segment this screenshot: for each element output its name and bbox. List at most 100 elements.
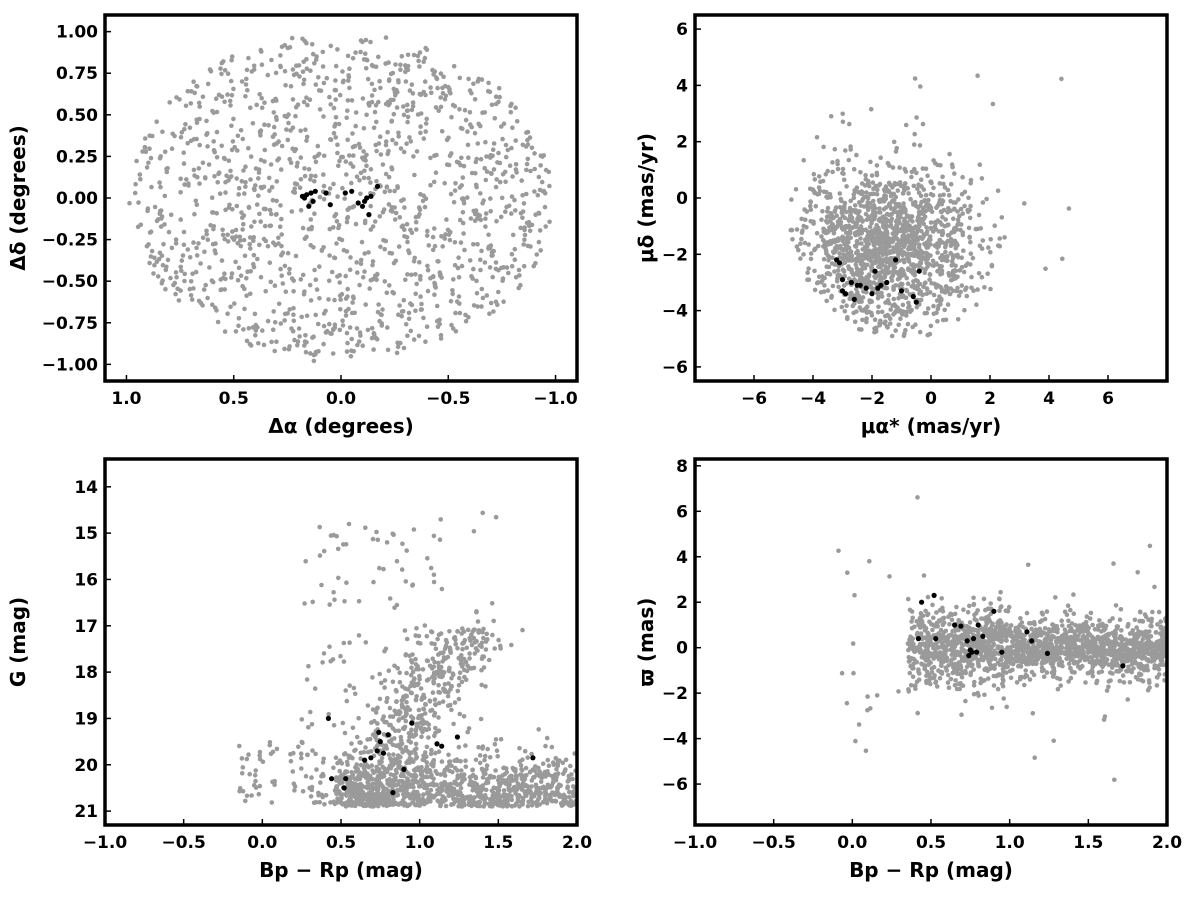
field-star-point xyxy=(353,123,359,129)
field-star-point xyxy=(415,793,421,799)
x-tick-label: −1.0 xyxy=(83,833,128,853)
field-star-point xyxy=(454,299,460,304)
field-star-point xyxy=(458,800,463,805)
field-star-point xyxy=(249,793,254,798)
field-star-point xyxy=(555,761,560,767)
field-star-point xyxy=(342,730,348,736)
field-star-point xyxy=(374,764,379,770)
field-star-point xyxy=(335,194,340,199)
field-star-point xyxy=(840,119,846,125)
field-star-point xyxy=(183,103,189,109)
field-star-point xyxy=(334,241,339,246)
field-star-point xyxy=(229,271,235,276)
field-star-point xyxy=(304,95,309,100)
field-star-point xyxy=(205,237,211,242)
field-star-point xyxy=(429,90,434,96)
field-star-point xyxy=(160,278,165,283)
field-star-point xyxy=(266,175,272,181)
field-star-point xyxy=(415,663,420,669)
field-star-point xyxy=(329,269,335,275)
field-star-point xyxy=(438,336,444,341)
field-star-point xyxy=(408,683,413,689)
field-star-point xyxy=(547,219,552,225)
field-star-point xyxy=(901,270,906,276)
field-star-point xyxy=(321,548,327,554)
field-star-point xyxy=(474,184,479,190)
field-star-point xyxy=(278,63,283,69)
field-star-point xyxy=(853,223,858,228)
field-star-point xyxy=(401,104,406,109)
field-star-point xyxy=(360,96,366,101)
field-star-point xyxy=(939,271,945,276)
field-star-point xyxy=(493,184,499,190)
field-star-point xyxy=(443,232,448,237)
field-star-point xyxy=(528,769,533,774)
field-star-point xyxy=(426,243,432,248)
y-tick-label: 18 xyxy=(74,663,98,683)
field-star-point xyxy=(909,262,914,268)
panel-cmd-g: −1.0 −0.5 0.0 0.5 1.0 1.5 2.02120191817161514B… xyxy=(6,457,592,882)
field-star-point xyxy=(400,223,406,228)
field-star-point xyxy=(308,68,313,73)
field-star-point xyxy=(179,130,185,135)
field-star-point xyxy=(474,290,480,296)
field-star-point xyxy=(337,327,343,333)
field-star-point xyxy=(244,293,249,299)
field-star-point xyxy=(937,238,943,243)
field-star-point xyxy=(420,781,425,786)
y-axis-label: Δδ (degrees) xyxy=(6,125,30,271)
field-star-point xyxy=(401,197,406,202)
field-star-point xyxy=(352,781,358,787)
field-star-point xyxy=(885,312,890,318)
field-star-point xyxy=(950,277,956,282)
field-star-point xyxy=(874,236,879,241)
field-star-point xyxy=(921,284,926,290)
field-star-point xyxy=(411,52,417,58)
field-star-point xyxy=(808,203,813,209)
field-star-point xyxy=(457,75,463,81)
field-star-point xyxy=(345,780,350,786)
field-star-point xyxy=(469,632,474,638)
field-star-point xyxy=(399,567,405,572)
y-tick-label: 6 xyxy=(676,20,688,40)
field-star-point xyxy=(186,183,191,188)
field-star-point xyxy=(411,337,417,342)
field-star-point xyxy=(343,769,348,774)
field-star-point xyxy=(374,529,379,535)
field-star-point xyxy=(423,798,428,804)
field-star-point xyxy=(451,63,457,69)
field-star-point xyxy=(424,764,430,769)
field-star-point xyxy=(297,185,303,190)
field-star-point xyxy=(452,262,458,268)
field-star-point xyxy=(372,109,378,115)
field-star-point xyxy=(165,166,170,171)
field-star-point xyxy=(974,302,979,308)
field-star-point xyxy=(391,291,397,296)
field-star-point xyxy=(290,769,296,774)
field-star-point xyxy=(478,257,483,263)
field-star-point xyxy=(363,37,369,43)
field-star-point xyxy=(374,148,379,154)
field-star-point xyxy=(273,114,279,120)
field-star-point xyxy=(861,204,867,209)
field-star-point xyxy=(412,255,418,261)
field-star-point xyxy=(198,261,203,266)
field-star-point xyxy=(401,149,407,155)
field-star-point xyxy=(410,781,415,787)
field-star-point xyxy=(857,258,862,264)
field-star-point xyxy=(456,683,462,688)
field-star-point xyxy=(308,177,313,182)
field-star-point xyxy=(304,56,309,62)
field-star-point xyxy=(937,193,943,198)
field-star-point xyxy=(497,783,502,789)
field-star-point xyxy=(986,245,991,250)
field-star-point xyxy=(336,163,341,169)
field-star-point xyxy=(512,803,518,808)
field-star-point xyxy=(466,76,471,82)
field-star-point xyxy=(178,176,183,182)
field-star-point xyxy=(225,71,231,76)
field-star-point xyxy=(517,783,523,789)
field-star-point xyxy=(931,311,937,317)
field-star-point xyxy=(321,323,327,329)
field-star-point xyxy=(967,603,972,609)
